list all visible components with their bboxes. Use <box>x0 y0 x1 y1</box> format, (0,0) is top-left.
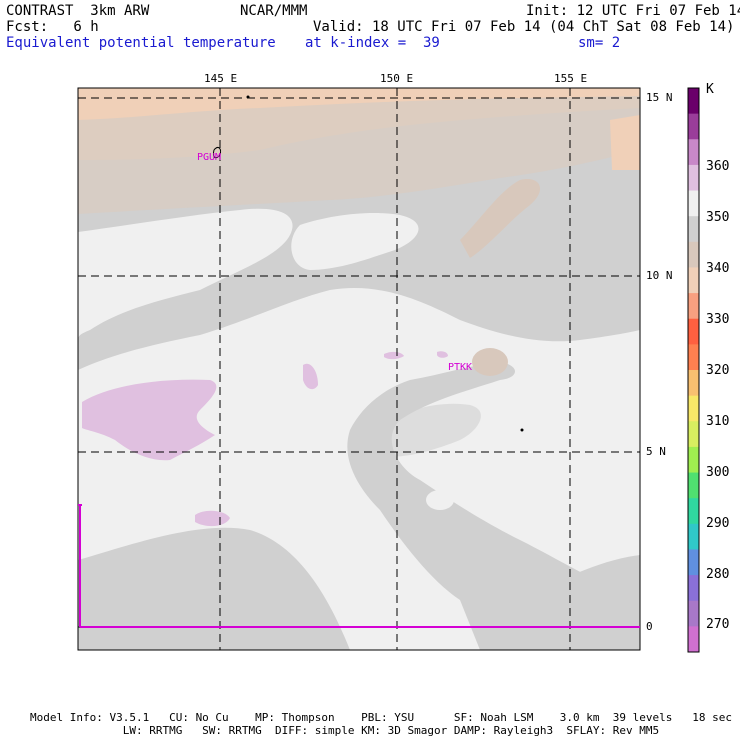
legend-label-340: 340 <box>706 261 730 276</box>
legend-label-290: 290 <box>706 516 730 531</box>
legend-swatch <box>688 139 699 166</box>
legend-swatch <box>688 370 699 397</box>
legend-swatch <box>688 241 699 268</box>
init-time: Init: 12 UTC Fri 07 Feb 14 <box>526 3 740 19</box>
legend-swatch <box>688 344 699 371</box>
legend-label-300: 300 <box>706 465 730 480</box>
legend-swatch <box>688 293 699 320</box>
guam-coastline <box>213 147 221 159</box>
lat-label-10: 10 N <box>646 269 673 282</box>
station-ptkk: PTKK <box>448 362 473 373</box>
lon-label-150: 150 E <box>380 72 414 85</box>
model-info-line2: LW: RRTMG SW: RRTMG DIFF: simple KM: 3D … <box>30 724 660 737</box>
map-frame <box>77 87 641 651</box>
legend-frame <box>687 87 700 653</box>
lat-label-15: 15 N <box>646 91 673 104</box>
legend-swatch <box>688 164 699 192</box>
legend-swatch <box>688 575 699 602</box>
legend-swatch <box>688 549 699 576</box>
legend-label-320: 320 <box>706 363 730 378</box>
lat-label-5: 5 N <box>646 445 666 458</box>
valid-time: Valid: 18 UTC Fri 07 Feb 14 (04 ChT Sat … <box>313 19 735 35</box>
legend-label-310: 310 <box>706 414 730 429</box>
model-info-line1: Model Info: V3.5.1 CU: No Cu MP: Thompso… <box>30 711 732 724</box>
legend-label-360: 360 <box>706 159 730 174</box>
legend-label-330: 330 <box>706 312 730 327</box>
legend-swatch <box>688 216 699 243</box>
legend-label-280: 280 <box>706 567 730 582</box>
legend-swatch <box>688 523 699 550</box>
legend-swatch <box>688 446 699 474</box>
level-info: at k-index = 39 <box>305 35 440 51</box>
domain-boundary <box>78 504 640 628</box>
legend-swatch <box>688 498 699 525</box>
legend-unit: K <box>706 82 714 97</box>
smoothing-info: sm= 2 <box>578 35 621 51</box>
legend-label-270: 270 <box>706 617 730 632</box>
legend-colorbar <box>687 87 700 653</box>
legend-swatch <box>688 318 699 345</box>
legend-swatch <box>688 190 699 217</box>
model-name: CONTRAST 3km ARW <box>6 3 150 19</box>
legend-swatch <box>688 267 699 294</box>
organization: NCAR/MMM <box>240 3 308 19</box>
field-name: Equivalent potential temperature <box>6 35 276 51</box>
map-field <box>78 88 640 650</box>
lat-label-0: 0 <box>646 620 653 633</box>
legend-swatch <box>688 395 699 422</box>
legend-swatch <box>688 472 699 499</box>
legend-swatch <box>688 113 699 140</box>
legend-swatch <box>688 421 699 448</box>
legend-swatch <box>688 88 699 115</box>
legend-swatch <box>688 600 699 627</box>
forecast-hour: Fcst: 6 h <box>6 19 99 35</box>
lon-label-145: 145 E <box>204 72 238 85</box>
legend-label-350: 350 <box>706 210 730 225</box>
legend-swatch <box>688 626 699 653</box>
station-pgum: PGUM <box>197 152 222 163</box>
lon-label-155: 155 E <box>554 72 588 85</box>
